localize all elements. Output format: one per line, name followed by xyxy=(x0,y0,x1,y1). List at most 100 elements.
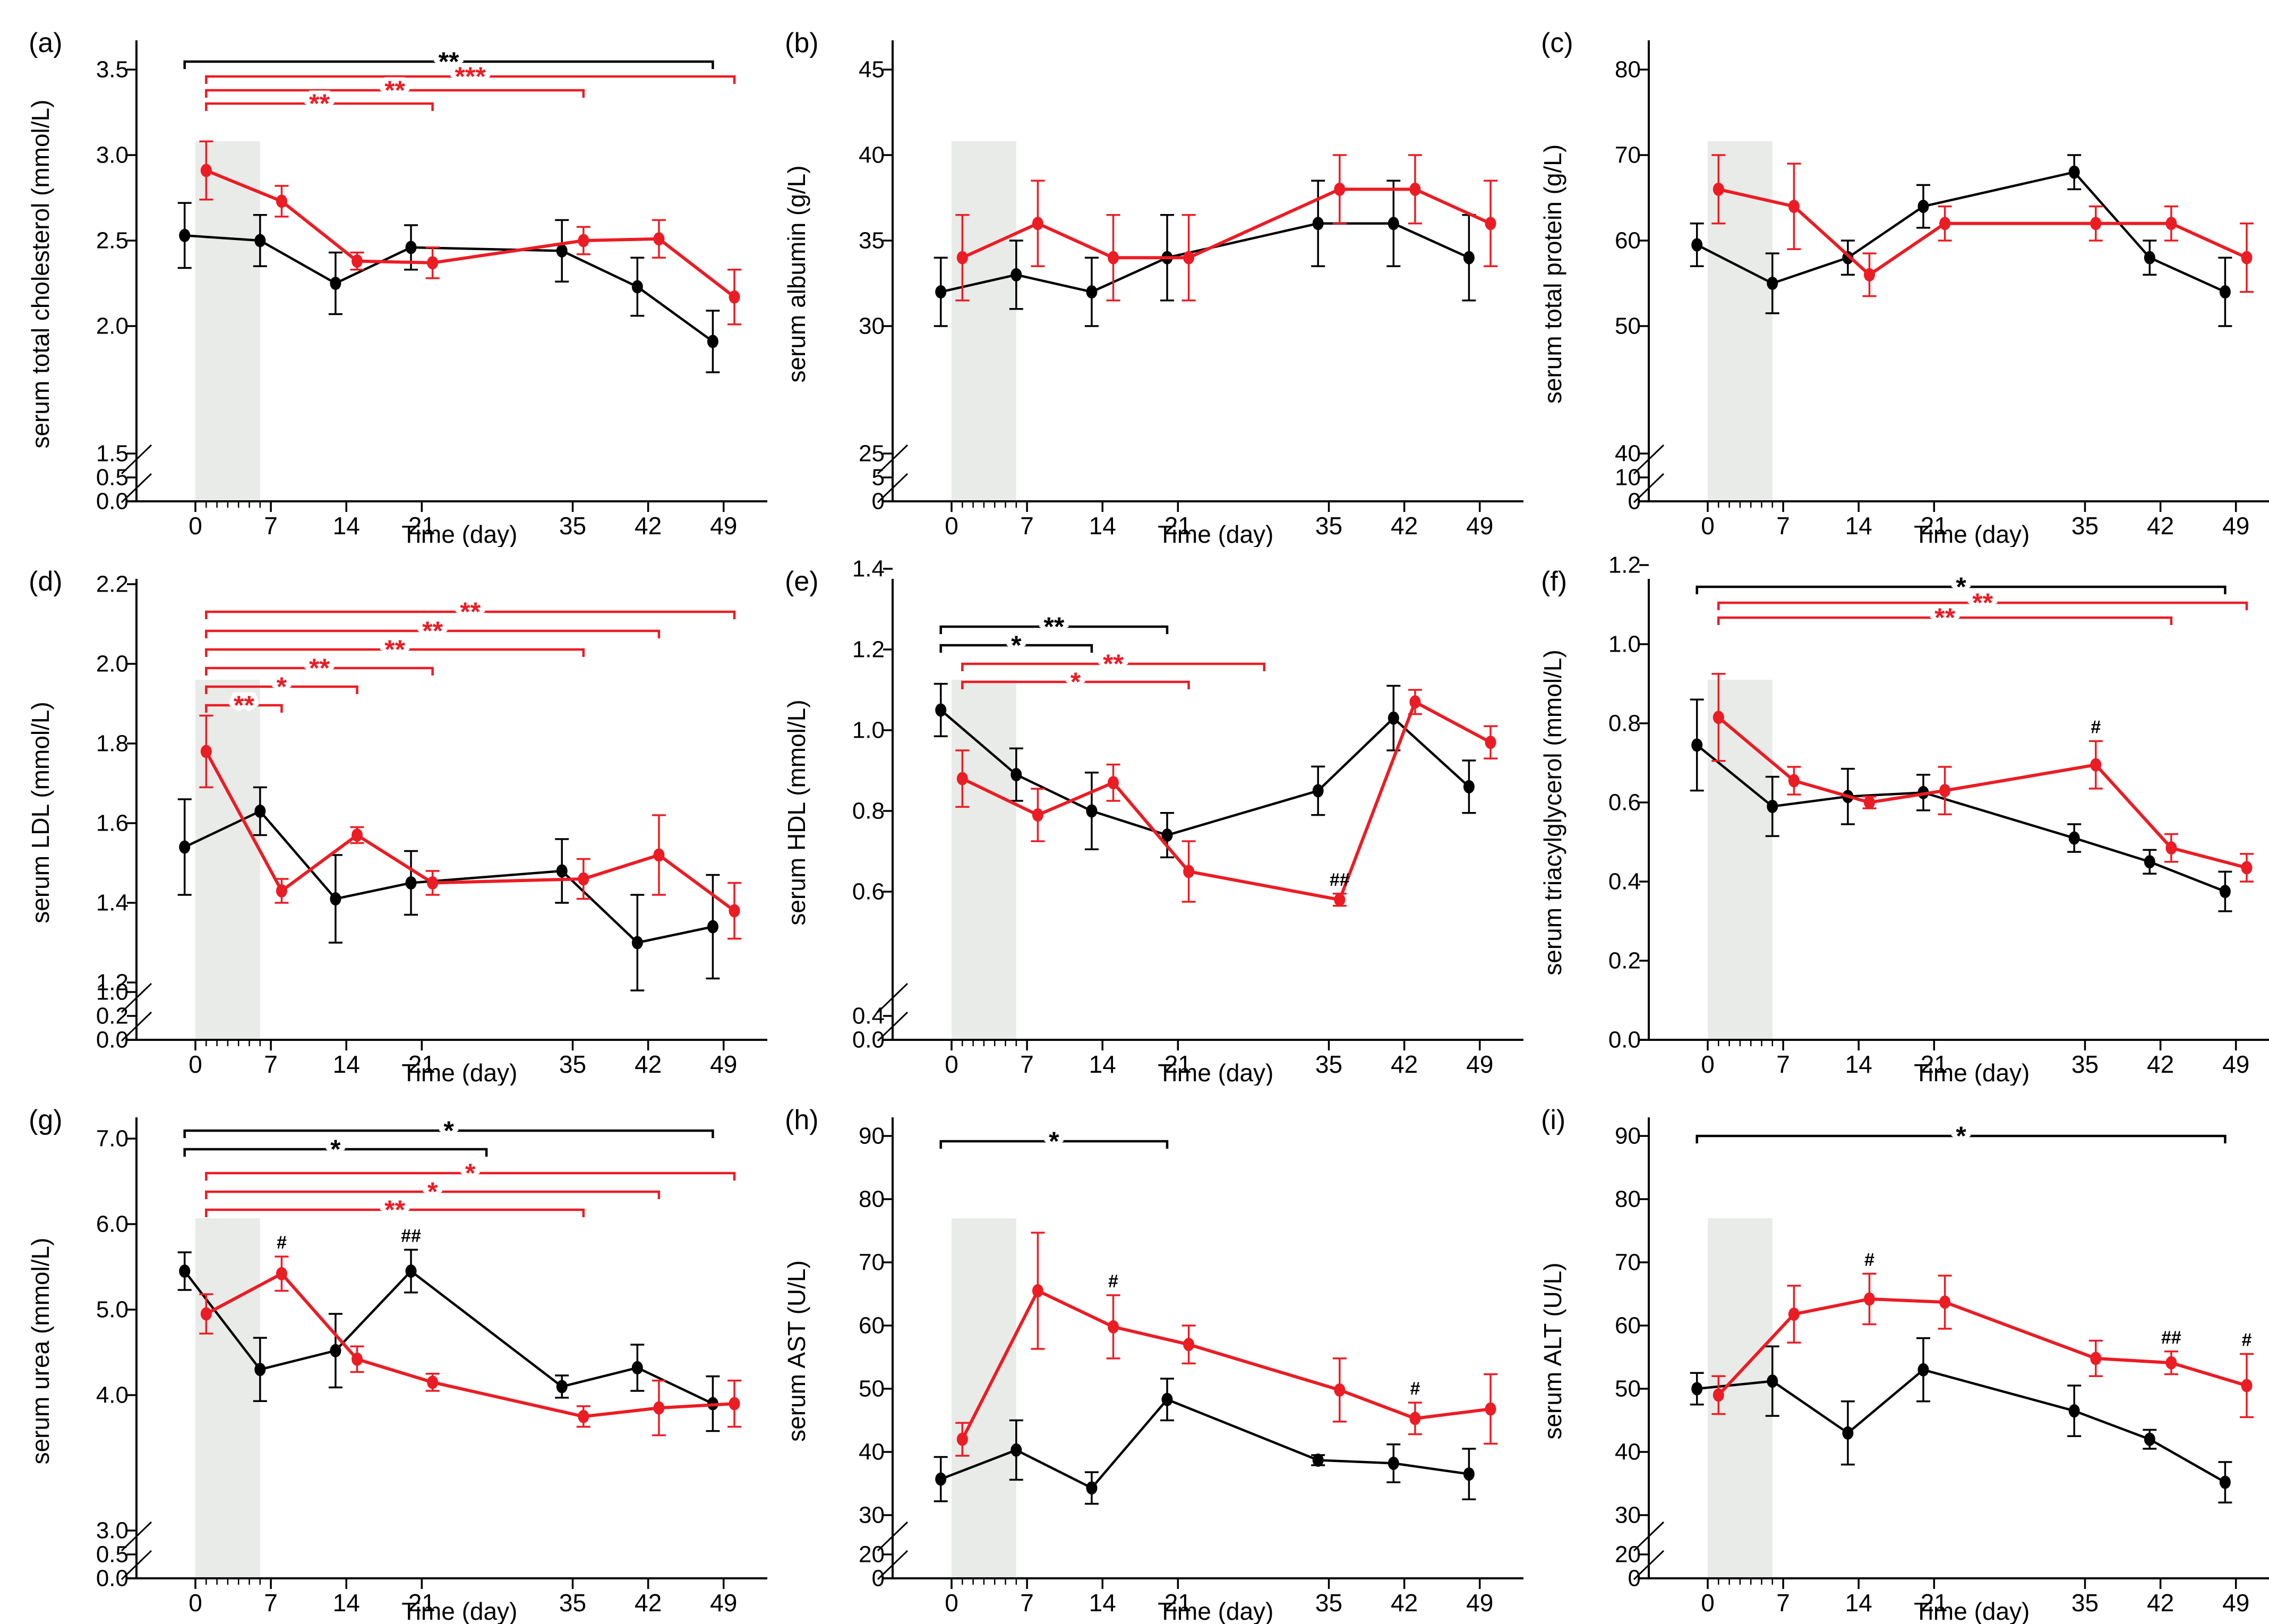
data-point xyxy=(1788,1307,1800,1321)
significance-label: ** xyxy=(309,653,330,683)
axis-break-slash xyxy=(1633,444,1665,475)
data-point xyxy=(330,1344,341,1357)
data-point xyxy=(729,290,740,304)
y-axis-title: serum HDL (mmol/L) xyxy=(783,699,810,925)
data-point xyxy=(405,1264,417,1278)
y-break-label: 3.0 xyxy=(96,1518,129,1544)
significance-label: ** xyxy=(1043,612,1064,642)
x-tick-label: 7 xyxy=(1776,1050,1790,1078)
axes xyxy=(884,579,1523,1041)
significance-label: ** xyxy=(384,635,405,664)
y-tick-label: 0.2 xyxy=(1608,948,1641,974)
data-point xyxy=(1864,1292,1875,1306)
axes xyxy=(884,1117,1523,1579)
y-tick-label: 0.8 xyxy=(852,798,885,824)
axes xyxy=(884,40,1523,502)
y-axis-title: serum albumin (g/L) xyxy=(783,165,810,382)
data-point xyxy=(2241,251,2253,264)
data-point xyxy=(1388,711,1399,725)
data-point xyxy=(427,1375,439,1389)
panel-c: 80 70 60 50 0 10 40 0 7 14 21 35 42 49 Time (day) serum… xyxy=(1534,8,2269,547)
series-red xyxy=(199,1255,741,1437)
series-line xyxy=(1697,1368,2226,1484)
bracket-line xyxy=(939,625,1169,634)
data-point xyxy=(935,1472,947,1486)
y-axis-break: 0.00.53.0 xyxy=(96,1518,152,1592)
data-point xyxy=(1161,1392,1173,1406)
bracket-line xyxy=(205,666,434,676)
x-tick-label: 49 xyxy=(710,1050,737,1078)
x-tick-label: 14 xyxy=(1845,1050,1872,1078)
y-tick-label: 70 xyxy=(1615,1250,1641,1276)
hash-annotations: # ## xyxy=(277,1226,421,1253)
x-axis-ticks: 0 7 14 21 35 42 49 xyxy=(945,501,1493,540)
data-point xyxy=(330,892,341,905)
series-black xyxy=(934,682,1476,859)
treatment-period-band xyxy=(952,680,1016,1040)
y-break-label: 0.5 xyxy=(96,465,129,491)
significance-brackets: * xyxy=(1696,1117,2227,1155)
significance-brackets: ****** xyxy=(183,1112,736,1228)
y-axis-ticks: 45 40 35 30 xyxy=(859,57,893,339)
y-axis-title: serum ALT (U/L) xyxy=(1539,1262,1566,1439)
y-break-label: 0.2 xyxy=(96,1003,129,1029)
y-tick-label: 5.0 xyxy=(96,1297,129,1323)
panel-e: 1.4 1.2 1.0 0.8 0.6 0.0 0.4 0 7 14 21 35 42 49 Time (d… xyxy=(777,547,1534,1085)
data-point xyxy=(1086,1481,1098,1495)
data-point xyxy=(653,1401,665,1415)
y-axis-break: 020 xyxy=(859,1521,909,1592)
panel-a: 3.5 3.0 2.5 2.0 0.0 0.5 1.5 0 7 14 21 35 42 49 Time (d… xyxy=(21,8,777,547)
x-axis-title: Time (day) xyxy=(1158,1059,1273,1085)
x-tick-label: 35 xyxy=(1315,512,1342,540)
data-point xyxy=(1409,182,1421,196)
data-point xyxy=(330,277,341,290)
panel-letter: (h) xyxy=(785,1105,819,1135)
series-line xyxy=(206,169,735,298)
data-point xyxy=(1108,1320,1119,1334)
series-black xyxy=(177,1249,720,1432)
data-point xyxy=(2068,1404,2080,1418)
panel-g-chart: 7.0 6.0 5.0 4.0 0.00.53.0 0 7 14 21 35 42 49 Time (d… xyxy=(27,1105,767,1624)
data-point xyxy=(1767,277,1778,290)
panel-g: 7.0 6.0 5.0 4.0 0.0 0.5 3.0 0 7 14 21 35 42 49 Time (d… xyxy=(21,1085,777,1624)
x-tick-label: 42 xyxy=(1391,1050,1418,1078)
significance-label: ** xyxy=(309,89,330,118)
x-tick-label: 21 xyxy=(1165,1050,1192,1078)
y-tick-label: 1.0 xyxy=(852,717,885,743)
axis-break-slash xyxy=(121,1550,152,1580)
x-axis-title: Time (day) xyxy=(401,1059,517,1085)
data-point xyxy=(276,1267,287,1280)
bracket-line xyxy=(961,680,1190,689)
data-point xyxy=(405,241,417,254)
x-axis-ticks: 0 7 14 21 35 42 49 xyxy=(945,1040,1493,1078)
significance-brackets: * xyxy=(939,1123,1169,1160)
bracket-line xyxy=(205,685,358,694)
y-axis-break: 0.00.21.0 xyxy=(96,979,152,1053)
y-tick-label: 0.0 xyxy=(1608,1027,1641,1053)
x-axis-title: Time (day) xyxy=(1914,1597,2030,1624)
y-tick-label: 0.6 xyxy=(852,879,885,905)
x-tick-label: 14 xyxy=(333,1050,360,1078)
x-tick-label: 21 xyxy=(1921,512,1948,540)
x-tick-label: 35 xyxy=(559,1050,586,1078)
y-axis-break: 0.00.51.5 xyxy=(96,441,152,515)
axis-break-slash xyxy=(121,982,152,1013)
axis-break-slash xyxy=(877,444,909,475)
significance-label: ** xyxy=(1103,649,1124,679)
data-point xyxy=(631,1361,643,1374)
significance-label: * xyxy=(1049,1126,1059,1156)
x-tick-label: 21 xyxy=(1165,512,1192,540)
data-point xyxy=(1086,285,1098,299)
x-tick-label: 42 xyxy=(2147,1589,2174,1617)
data-point xyxy=(1713,711,1724,724)
x-tick-label: 0 xyxy=(189,512,202,540)
bracket-line xyxy=(205,89,585,98)
panel-f: 1.2 1.0 0.8 0.6 0.4 0.2 0.0 0 7 14 21 35 42 49 Time (d… xyxy=(1534,547,2269,1085)
x-axis-ticks: 0 7 14 21 35 42 49 xyxy=(1701,1040,2249,1078)
data-point xyxy=(2241,1379,2253,1392)
y-axis-break: 0.00.4 xyxy=(852,982,909,1053)
data-point xyxy=(2090,758,2102,772)
data-point xyxy=(578,1409,589,1423)
